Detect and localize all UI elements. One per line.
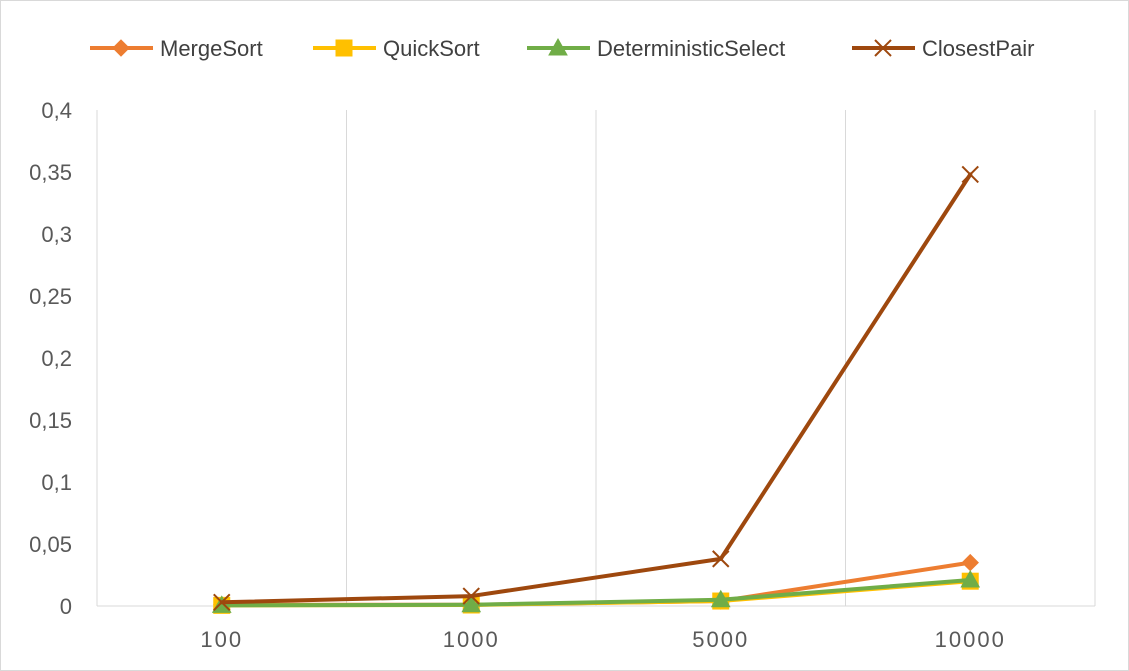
data-point-closest-pair — [961, 165, 979, 184]
y-tick-label: 0,25 — [29, 284, 72, 309]
legend-marker-closest-pair-stroke — [874, 39, 892, 57]
y-tick-label: 0,3 — [41, 222, 72, 247]
data-point-deterministic-select — [461, 594, 482, 613]
legend: MergeSort QuickSort DeterministicSelect Clo… — [90, 36, 1034, 61]
legend-label: DeterministicSelect — [597, 36, 785, 61]
y-tick-label: 0,05 — [29, 532, 72, 557]
legend-item-deterministic-select: DeterministicSelect — [527, 36, 785, 61]
y-tick-label: 0,1 — [41, 470, 72, 495]
y-tick-label: 0,2 — [41, 346, 72, 371]
legend-marker-quick-sort — [335, 39, 353, 57]
legend-item-quick-sort: QuickSort — [313, 36, 480, 61]
legend-marker-merge-sort — [112, 39, 130, 57]
x-tick-label: 10000 — [935, 627, 1006, 652]
data-point-closest-pair-stroke — [961, 165, 979, 184]
legend-marker-closest-pair — [874, 39, 892, 57]
legend-item-closest-pair: ClosestPair — [852, 36, 1034, 61]
y-tick-label: 0,15 — [29, 408, 72, 433]
data-point-closest-pair-stroke — [462, 587, 480, 605]
x-tick-label: 5000 — [692, 627, 749, 652]
data-point-deterministic-select — [710, 589, 731, 608]
y-tick-label: 0 — [60, 594, 72, 619]
series-closest-pair — [213, 165, 979, 611]
data-point-closest-pair — [462, 587, 480, 605]
data-point-deterministic-select — [960, 569, 981, 588]
data-point-closest-pair — [712, 550, 730, 568]
y-tick-label: 0,4 — [41, 98, 72, 123]
series-group — [211, 165, 981, 614]
legend-marker-deterministic-select — [548, 37, 568, 56]
series-line-deterministic-select — [219, 577, 973, 608]
x-tick-label: 100 — [200, 627, 243, 652]
legend-item-merge-sort: MergeSort — [90, 36, 263, 61]
x-tick-label: 1000 — [443, 627, 500, 652]
series-deterministic-select — [211, 569, 981, 613]
legend-label: QuickSort — [383, 36, 480, 61]
legend-label: ClosestPair — [922, 36, 1034, 61]
legend-label: MergeSort — [160, 36, 263, 61]
grid-lines — [96, 110, 1096, 606]
data-point-closest-pair-stroke — [712, 550, 730, 568]
data-point-deterministic-select — [211, 595, 232, 613]
data-point-closest-pair — [213, 593, 231, 611]
data-point-closest-pair-stroke — [213, 593, 231, 611]
y-tick-label: 0,35 — [29, 160, 72, 185]
series-line-closest-pair — [219, 172, 973, 605]
